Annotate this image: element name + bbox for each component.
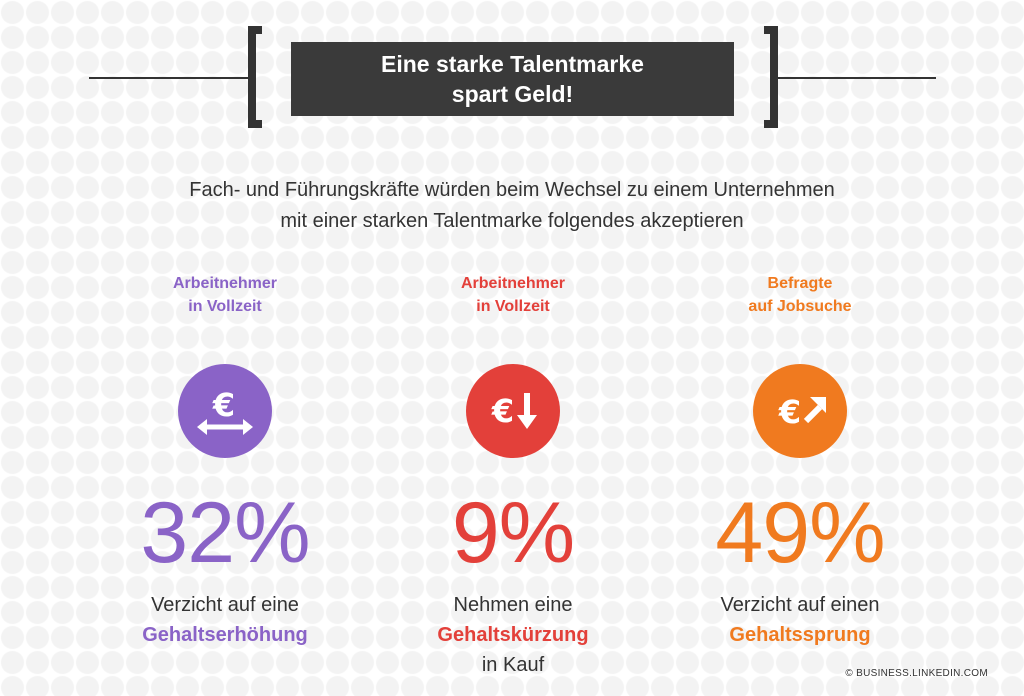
stat-category-line-1: Arbeitnehmer xyxy=(460,275,566,292)
stat-value: 49% xyxy=(715,485,885,581)
stat-category: Befragte auf Jobsuche xyxy=(655,272,945,320)
title-banner: Eine starke Talentmarke spart Geld! xyxy=(291,42,734,116)
stat-desc-highlight: Gehaltssprung xyxy=(729,624,871,646)
stat-column-1: Arbeitnehmer in Vollzeit € 32% Verzicht … xyxy=(80,272,370,650)
stat-desc-line-1: Verzicht auf einen xyxy=(720,594,880,616)
svg-text:€: € xyxy=(212,386,235,424)
svg-text:€: € xyxy=(491,392,514,430)
stat-description: Verzicht auf einen Gehaltssprung xyxy=(655,590,945,650)
stat-column-2: Arbeitnehmer in Vollzeit € 9% Nehmen ein… xyxy=(368,272,658,680)
title-line-2: spart Geld! xyxy=(451,81,574,107)
subtitle: Fach- und Führungskräfte würden beim Wec… xyxy=(0,175,1024,237)
stat-value: 32% xyxy=(140,485,310,581)
stat-description: Verzicht auf eine Gehaltserhöhung xyxy=(80,590,370,650)
subtitle-line-1: Fach- und Führungskräfte würden beim Wec… xyxy=(189,179,835,201)
bracket-right xyxy=(764,26,778,128)
stat-desc-highlight: Gehaltskürzung xyxy=(437,624,589,646)
euro-up-right-arrow-icon: € xyxy=(753,364,847,458)
euro-down-arrow-icon: € xyxy=(466,364,560,458)
title-line-1: Eine starke Talentmarke xyxy=(381,51,644,77)
stat-category: Arbeitnehmer in Vollzeit xyxy=(368,272,658,320)
stat-desc-highlight: Gehaltserhöhung xyxy=(142,624,308,646)
stat-desc-line-3: in Kauf xyxy=(481,654,545,676)
euro-double-arrow-icon: € xyxy=(178,364,272,458)
stat-category-line-2: in Vollzeit xyxy=(476,298,550,315)
svg-text:€: € xyxy=(778,393,801,431)
stat-category: Arbeitnehmer in Vollzeit xyxy=(80,272,370,320)
stat-description: Nehmen eine Gehaltskürzung in Kauf xyxy=(368,590,658,680)
stat-desc-line-1: Nehmen eine xyxy=(453,594,573,616)
title-line-left xyxy=(89,77,249,79)
bracket-left xyxy=(248,26,262,128)
stat-value: 9% xyxy=(451,485,575,581)
copyright-footer: © BUSINESS.LINKEDIN.COM xyxy=(845,668,988,679)
title-line-right xyxy=(776,77,936,79)
stat-category-line-2: in Vollzeit xyxy=(188,298,262,315)
stat-category-line-2: auf Jobsuche xyxy=(748,298,852,315)
stat-desc-line-1: Verzicht auf eine xyxy=(151,594,299,616)
subtitle-line-2: mit einer starken Talentmarke folgendes … xyxy=(280,210,744,232)
stat-category-line-1: Arbeitnehmer xyxy=(172,275,278,292)
stat-category-line-1: Befragte xyxy=(767,275,833,292)
stat-column-3: Befragte auf Jobsuche € 49% Verzicht auf… xyxy=(655,272,945,650)
